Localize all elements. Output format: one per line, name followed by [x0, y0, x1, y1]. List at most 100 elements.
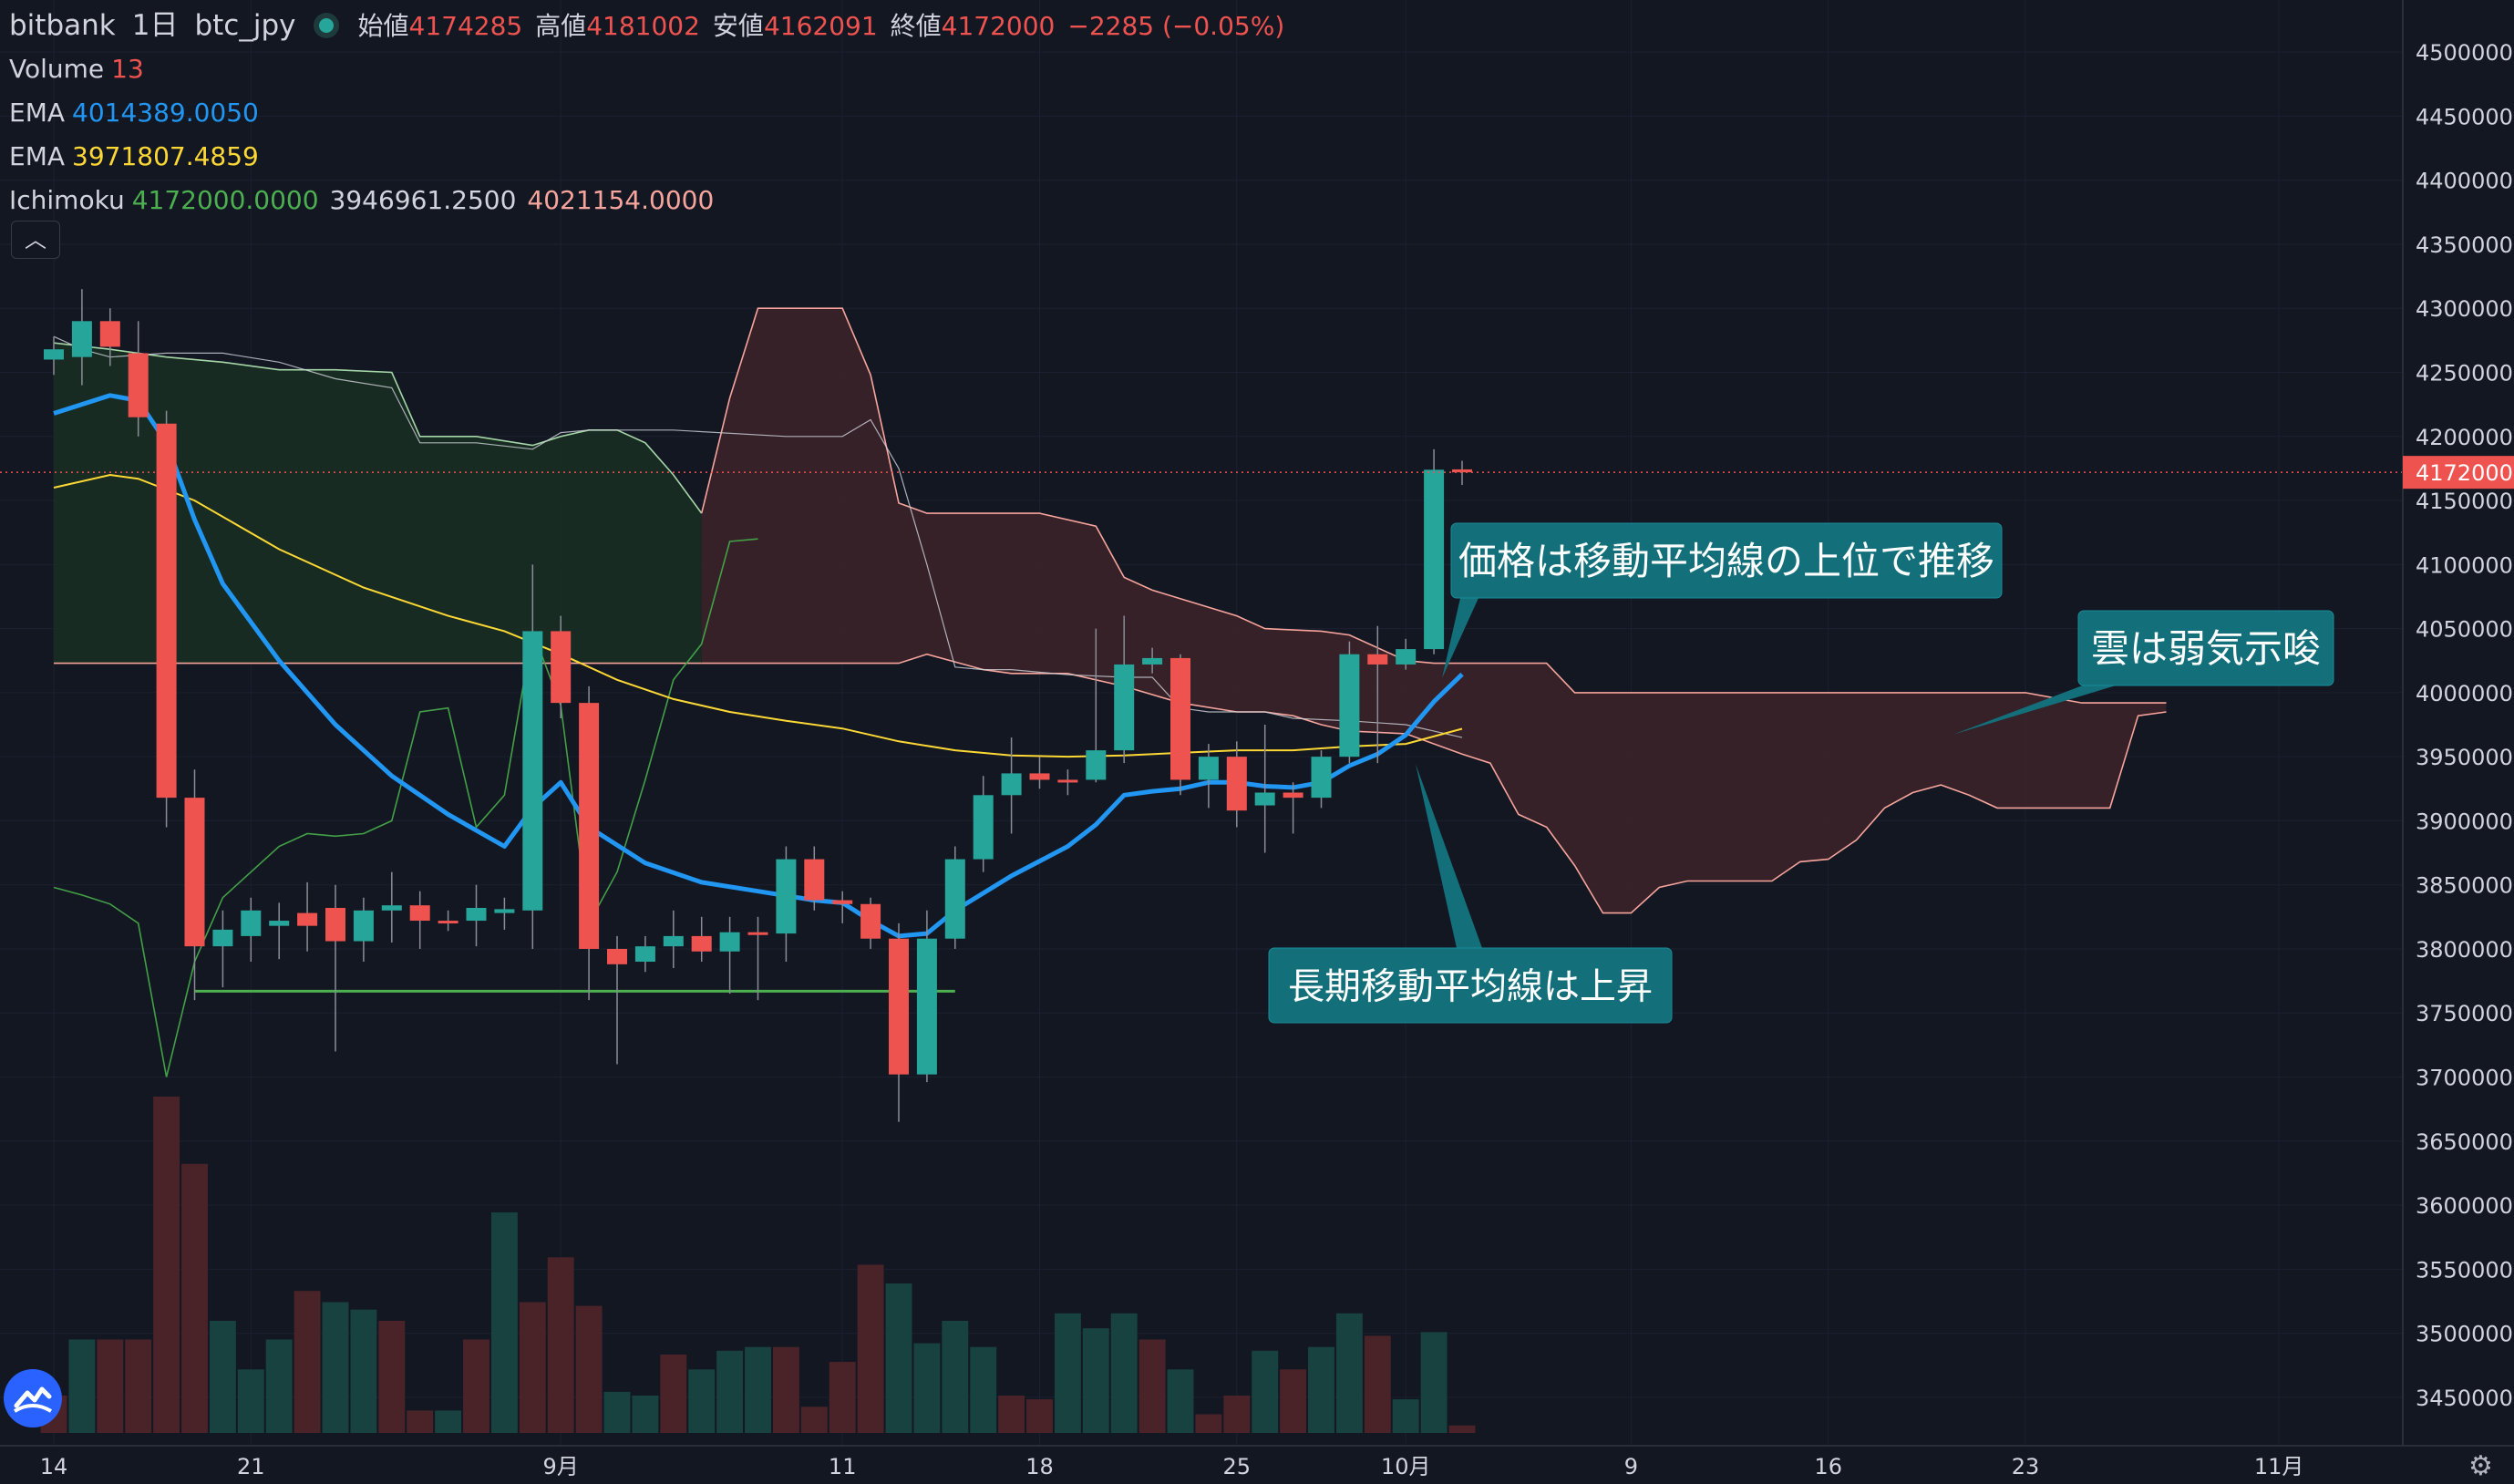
annotation-pointer [1416, 764, 1482, 948]
volume-bar [322, 1302, 349, 1433]
annotation-text: 雲は弱気示唆 [2091, 626, 2321, 671]
x-tick-label: 25 [1223, 1454, 1252, 1479]
candle-body [241, 910, 262, 936]
ichimoku-cloud-bull [54, 343, 702, 664]
volume-bar [378, 1321, 406, 1433]
candle-body [438, 921, 458, 924]
x-tick-label: 18 [1025, 1454, 1054, 1479]
volume-bar [519, 1302, 546, 1433]
y-tick-label: 3650000 [2416, 1129, 2513, 1155]
candle-body [1198, 757, 1219, 780]
candle-body [1424, 469, 1445, 650]
y-tick-label: 3750000 [2416, 1001, 2513, 1026]
volume-bar [237, 1369, 264, 1433]
gear-icon[interactable]: ⚙ [2468, 1450, 2493, 1482]
volume-bar [265, 1339, 293, 1433]
y-tick-label: 3450000 [2416, 1386, 2513, 1411]
senkou-span-a [700, 307, 2167, 704]
x-tick-label: 11月 [2254, 1454, 2304, 1479]
legend-open-label: 始値 [357, 11, 409, 41]
candle-body [156, 423, 177, 799]
volume-bar [463, 1339, 489, 1433]
candle-body [832, 900, 853, 904]
candle-body [1001, 773, 1022, 796]
y-tick-label: 3900000 [2416, 809, 2513, 834]
candle-body [1254, 792, 1275, 806]
volume-bar [125, 1339, 152, 1433]
x-tick-label: 21 [237, 1454, 265, 1479]
candle-body [184, 798, 205, 947]
legend-ema-fast-value: 4014389.0050 [72, 98, 259, 128]
volume-bar [688, 1369, 716, 1433]
legend-ema-slow-row[interactable]: EMA 3971807.4859 [9, 135, 1297, 179]
legend-close-value: 4172000 [941, 11, 1056, 41]
volume-bar [1308, 1346, 1334, 1433]
candle-body [128, 353, 149, 417]
volume-bar [632, 1396, 659, 1433]
y-tick-label: 4450000 [2416, 104, 2513, 129]
candle-body [353, 910, 374, 942]
candle-body [944, 859, 965, 939]
senkou-span-b [701, 653, 2167, 914]
candle-body [1339, 654, 1360, 757]
candle-body [44, 349, 64, 360]
volume-bar [1252, 1350, 1279, 1433]
y-tick-label: 4150000 [2416, 489, 2513, 514]
volume-bar [1280, 1369, 1307, 1433]
candle-body [1283, 792, 1303, 799]
volume-bar [1054, 1313, 1081, 1433]
volume-bar [800, 1407, 828, 1433]
volume-bar [1448, 1425, 1476, 1433]
legend-interval[interactable]: 1日 [131, 9, 179, 42]
candle-body [297, 912, 318, 926]
volume-bar [1139, 1339, 1166, 1433]
legend-volume-value: 13 [111, 54, 144, 84]
legend-ichimoku-label: Ichimoku [9, 185, 125, 215]
legend-collapse-button[interactable]: ︿ [11, 221, 60, 259]
volume-bar [407, 1410, 434, 1433]
y-tick-label: 4350000 [2416, 232, 2513, 258]
volume-bar [435, 1410, 462, 1433]
senkou-span-a [53, 342, 703, 514]
x-tick-label: 9月 [543, 1454, 579, 1479]
candle-body [1396, 649, 1417, 665]
candle-body [579, 703, 600, 949]
y-tick-label: 4000000 [2416, 681, 2513, 706]
legend-ema-fast-row[interactable]: EMA 4014389.0050 [9, 91, 1297, 135]
candle-body [1367, 654, 1388, 665]
market-status-icon [319, 18, 335, 33]
candle-body [804, 859, 825, 901]
candle-body [1311, 757, 1332, 799]
volume-bar [1167, 1369, 1194, 1433]
legend-high-label: 高値 [535, 11, 587, 41]
volume-bar [209, 1321, 236, 1433]
x-tick-label: 11 [829, 1454, 857, 1479]
volume-bar [153, 1097, 180, 1433]
y-tick-label: 4050000 [2416, 617, 2513, 643]
x-tick-label: 10月 [1381, 1454, 1431, 1479]
legend-close-label: 終値 [890, 11, 942, 41]
candle-body [747, 932, 768, 935]
annotation-box [1450, 522, 2003, 599]
y-tick-label: 4500000 [2416, 40, 2513, 66]
y-tick-label: 4400000 [2416, 169, 2513, 194]
tradingview-logo-icon[interactable] [4, 1369, 62, 1427]
volume-bar [1082, 1328, 1109, 1433]
legend-ichimoku-row[interactable]: Ichimoku 4172000.0000 3946961.2500 4021154.… [9, 179, 1297, 222]
candle-body [691, 935, 712, 952]
volume-bar [716, 1350, 744, 1433]
y-tick-label: 4300000 [2416, 296, 2513, 322]
legend-symbol[interactable]: btc_jpy [194, 9, 296, 42]
legend-ema-slow-label: EMA [9, 141, 66, 171]
x-tick-label: 23 [2012, 1454, 2040, 1479]
price-axis-background [2403, 0, 2514, 1484]
logo-mark-icon [13, 1386, 53, 1413]
price-axis-labels: 4500000 4450000 4400000 4350000 4300000 42500… [2416, 40, 2513, 1411]
ichimoku-cloud-bear [701, 308, 2167, 913]
legend-exchange[interactable]: bitbank [9, 9, 116, 42]
candle-body [1086, 750, 1107, 780]
annotation-text: 価格は移動平均線の上位で推移 [1458, 539, 1994, 583]
legend-volume-row[interactable]: Volume 13 [9, 47, 1297, 91]
legend-volume-label: Volume [9, 54, 105, 84]
